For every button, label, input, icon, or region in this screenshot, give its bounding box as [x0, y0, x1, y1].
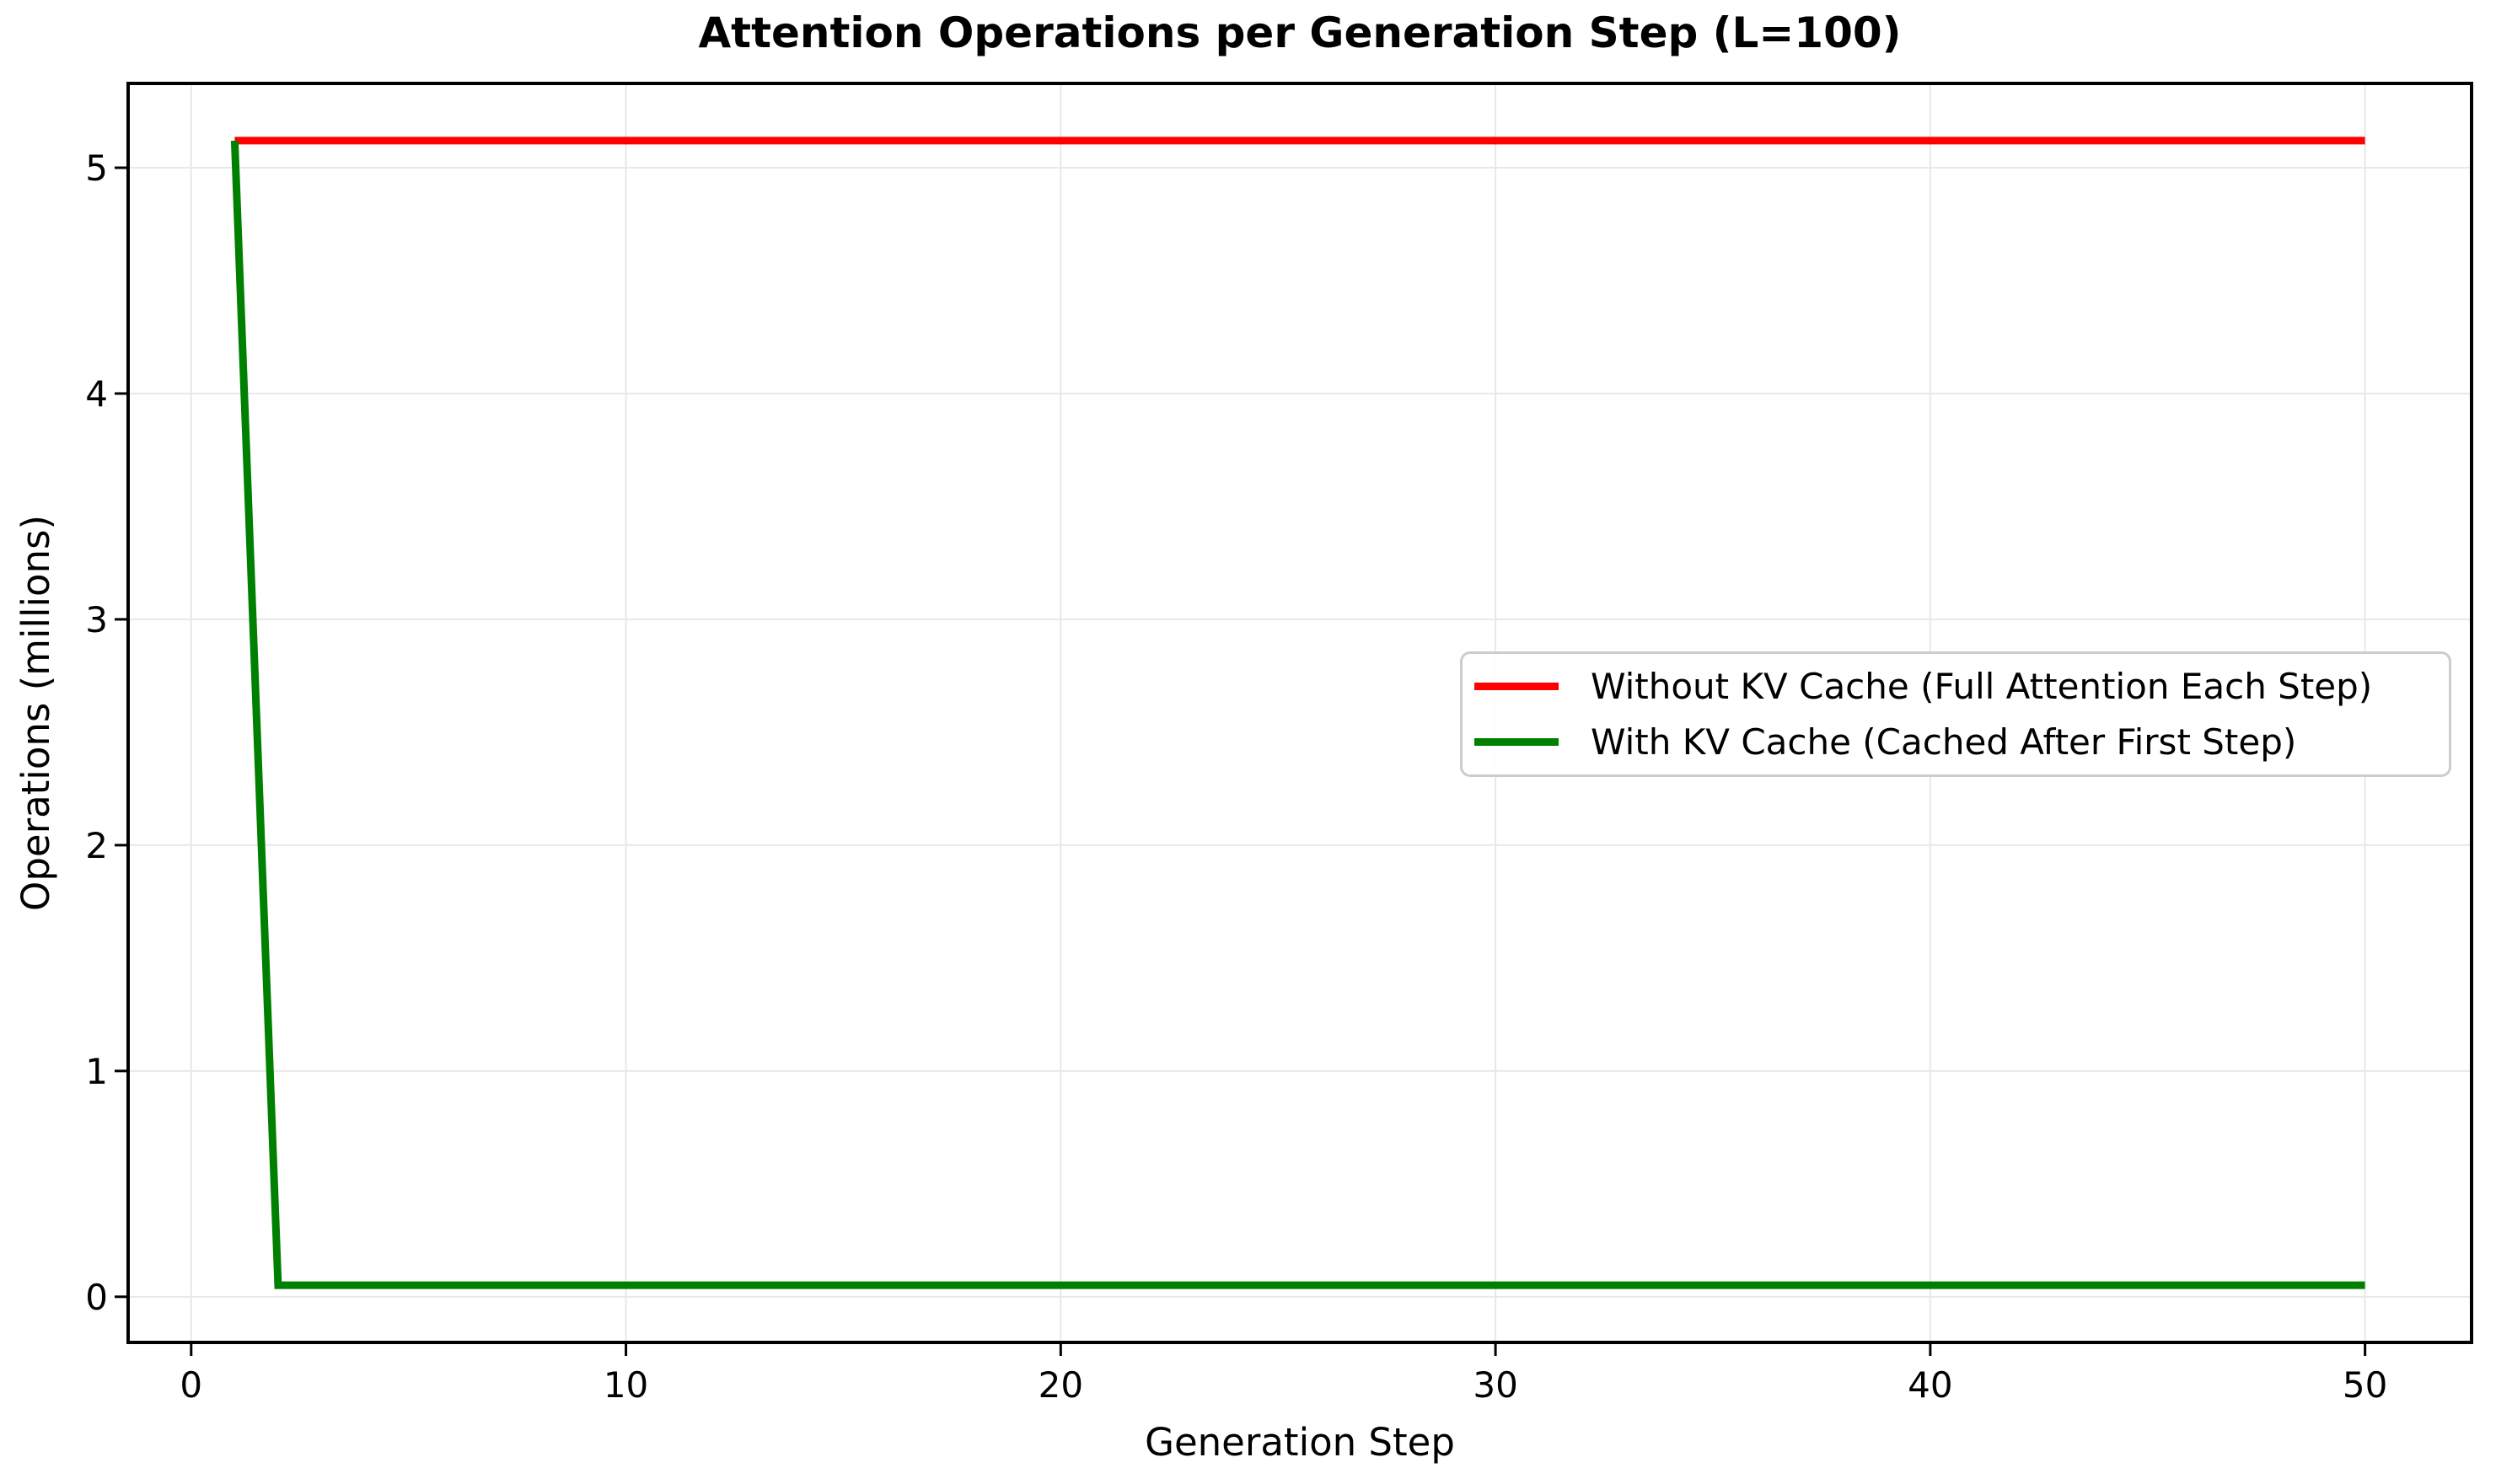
tick-layer: 0 10 20 30 40 50 0 1 2 3 4 5 [85, 147, 2387, 1406]
x-tick-label: 50 [2343, 1364, 2387, 1406]
plot-border [126, 82, 2473, 1344]
x-tick-label: 10 [604, 1364, 648, 1406]
legend-item-with-kv-cache: With KV Cache (Cached After First Step) [1463, 715, 2449, 768]
legend-swatch-red-line [1474, 683, 1559, 691]
legend-item-without-kv-cache: Without KV Cache (Full Attention Each St… [1463, 661, 2449, 713]
x-tick-label: 40 [1908, 1364, 1952, 1406]
y-tick-label: 1 [85, 1051, 108, 1092]
y-axis-label: Operations (millions) [13, 515, 58, 911]
y-tick-label: 2 [85, 825, 108, 866]
series-line-with-kv-cache [230, 140, 2365, 1289]
legend-label: Without KV Cache (Full Attention Each St… [1591, 666, 2373, 708]
y-tick-label: 4 [85, 373, 108, 415]
x-tick-label: 20 [1039, 1364, 1083, 1406]
x-tick-label: 30 [1473, 1364, 1517, 1406]
legend-swatch-green-line [1474, 737, 1559, 746]
y-tick-label: 5 [85, 147, 108, 189]
legend-label: With KV Cache (Cached After First Step) [1591, 721, 2297, 763]
series-layer [230, 137, 2365, 1289]
chart-title: Attention Operations per Generation Step… [698, 8, 1901, 57]
y-tick-label: 0 [85, 1277, 108, 1318]
x-tick-label: 0 [180, 1364, 202, 1406]
y-tick-label: 3 [85, 599, 108, 640]
x-axis-label: Generation Step [1145, 1420, 1455, 1465]
legend: Without KV Cache (Full Attention Each St… [1460, 651, 2451, 777]
